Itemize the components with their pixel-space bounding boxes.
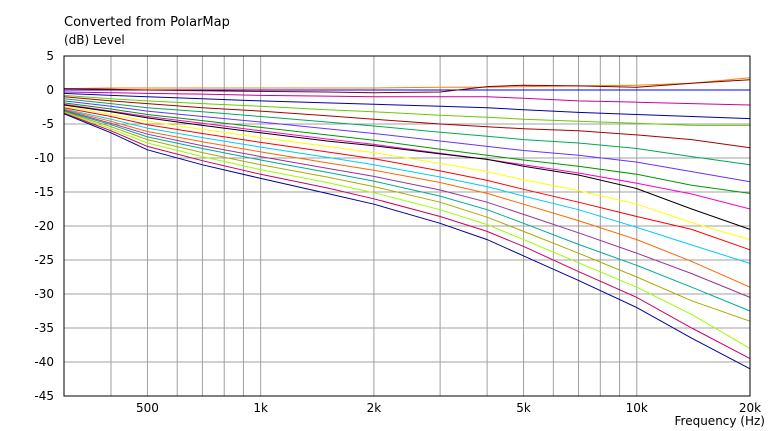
x-tick-label: 500 (136, 401, 159, 415)
series-line-10 (63, 102, 751, 194)
x-axis-label: Frequency (Hz) (675, 414, 766, 428)
y-axis-label: (dB) Level (64, 33, 125, 47)
series-line-13 (63, 105, 751, 241)
y-tick-label: -45 (34, 389, 54, 403)
series-line-12 (63, 104, 751, 230)
plot-frame (63, 55, 751, 397)
y-tick-label: -40 (34, 355, 54, 369)
series-line-16 (63, 109, 751, 288)
series-line-20 (63, 111, 751, 349)
series-line-22 (63, 113, 751, 370)
y-tick-labels: 5 0 -5 -10 -15 -20 -25 -30 -35 -40 -45 (34, 49, 54, 403)
y-tick-label: -25 (34, 253, 54, 267)
y-tick-label: -10 (34, 151, 54, 165)
series-line-5 (63, 92, 751, 120)
y-tick-label: -15 (34, 185, 54, 199)
series-line-7 (63, 96, 751, 149)
series-line-4 (63, 91, 751, 106)
x-tick-label: 5k (516, 401, 531, 415)
y-tick-label: -35 (34, 321, 54, 335)
y-tick-label: -30 (34, 287, 54, 301)
series-line-21 (63, 112, 751, 360)
x-tick-label: 2k (367, 401, 382, 415)
series-line-19 (63, 111, 751, 322)
series-line-17 (63, 109, 751, 298)
series-line-6 (63, 94, 750, 126)
series-line-1 (63, 77, 751, 90)
y-tick-label: 5 (46, 49, 54, 63)
series-line-9 (63, 100, 751, 183)
series-lines (63, 77, 751, 370)
y-tick-label: -5 (42, 117, 54, 131)
x-tick-labels: 500 1k 2k 5k 10k 20k (136, 401, 761, 415)
x-tick-label: 20k (739, 401, 761, 415)
series-line-3 (63, 79, 751, 94)
series-line-18 (63, 110, 751, 312)
series-line-8 (63, 98, 751, 166)
x-tick-label: 10k (626, 401, 648, 415)
y-tick-label: 0 (46, 83, 54, 97)
series-line-14 (63, 107, 751, 251)
chart-title: Converted from PolarMap (64, 15, 230, 30)
series-line-11 (63, 103, 751, 210)
y-tick-label: -20 (34, 219, 54, 233)
series-line-15 (63, 108, 751, 264)
x-tick-label: 1k (253, 401, 268, 415)
